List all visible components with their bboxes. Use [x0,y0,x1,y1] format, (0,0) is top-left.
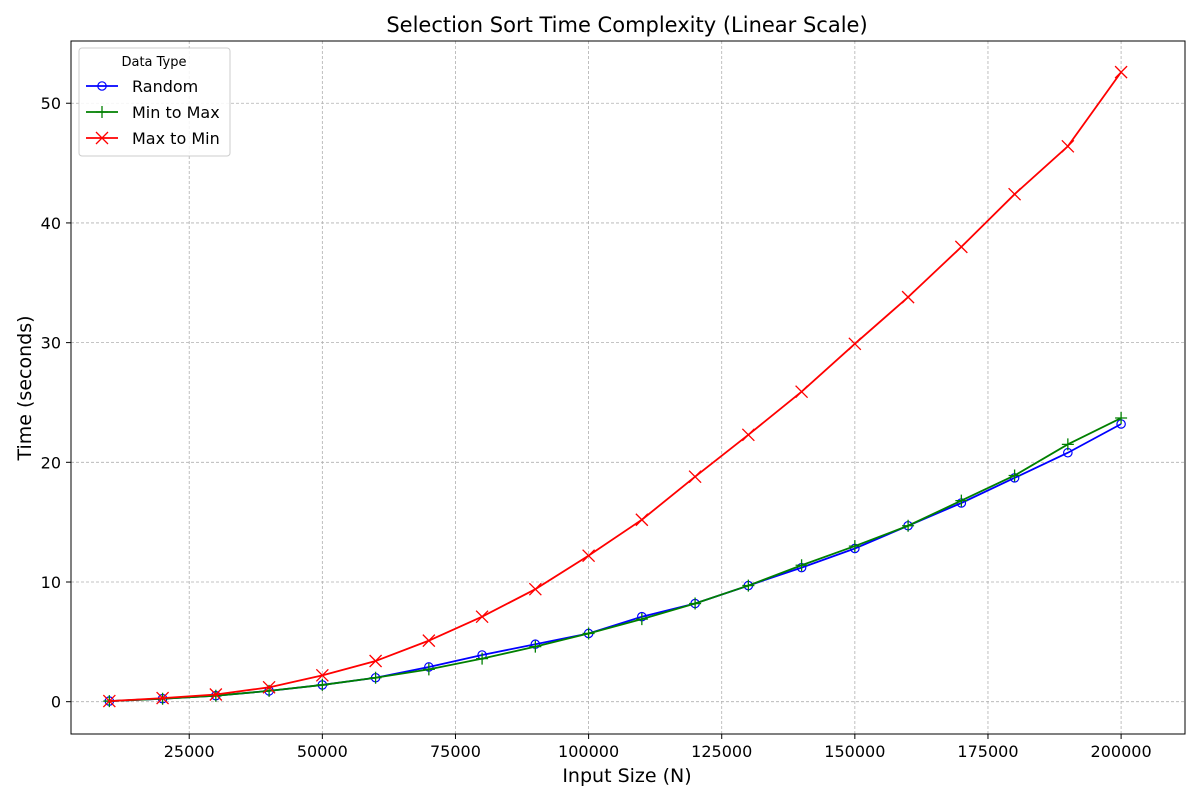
legend: Data Type Random Min to Max Max to Min [78,47,231,157]
data-point [795,559,808,572]
x-tick-label: 50000 [297,742,348,761]
data-point [1061,438,1074,451]
data-point [848,337,862,351]
y-tick-label: 10 [41,573,61,592]
x-tick-label: 100000 [558,742,619,761]
data-point [529,640,542,653]
x-tick-label: 150000 [824,742,885,761]
data-point [795,385,809,399]
legend-items: Random Min to Max Max to Min [86,77,220,148]
legend-title: Data Type [121,55,186,70]
data-point [369,671,382,684]
data-point [422,634,436,648]
data-point [955,494,968,507]
data-point [689,597,702,610]
series-layer [102,65,1128,708]
y-tick-label: 30 [41,334,61,353]
legend-label: Random [132,77,198,96]
legend-marker [96,106,108,118]
legend-label: Max to Min [132,129,220,148]
legend-label: Min to Max [132,103,220,122]
data-point [902,519,915,532]
data-point [422,663,435,676]
data-point [688,470,702,484]
data-point [954,240,968,254]
data-point [102,694,116,708]
x-tick-label: 175000 [957,742,1018,761]
series-line [109,417,1122,702]
data-point [316,678,329,691]
series-line [109,71,1122,702]
y-tick-label: 20 [41,453,61,472]
y-tick-label: 50 [41,94,61,113]
data-point [1008,187,1022,201]
x-tick-label: 125000 [691,742,752,761]
data-point [156,691,170,705]
data-point [582,627,595,640]
chart-title: Selection Sort Time Complexity (Linear S… [386,13,867,37]
data-point [528,582,542,596]
legend-item: Max to Min [86,129,220,148]
y-tick-label: 0 [51,693,61,712]
data-point [635,513,649,527]
legend-item: Random [86,77,198,96]
data-point [209,688,223,701]
series-max-to-min [102,65,1128,708]
x-tick-label: 25000 [164,742,215,761]
plot-frame [70,40,1186,735]
legend-item: Min to Max [86,103,220,122]
data-point [635,613,648,626]
data-point [476,652,489,665]
data-point [1114,65,1128,79]
data-point [741,428,755,442]
legend-marker [95,131,109,145]
data-point [315,668,329,682]
legend-box [78,47,231,157]
x-axis-label: Input Size (N) [562,765,691,787]
data-point [742,579,755,592]
y-tick-label: 40 [41,214,61,233]
data-point [262,680,276,694]
data-point [209,689,222,702]
data-point [475,610,489,624]
data-point [582,549,596,563]
x-tick-label: 75000 [430,742,481,761]
data-point [1008,469,1021,482]
data-point [1061,139,1075,153]
data-point [369,654,383,668]
grid [71,41,1185,734]
data-point [848,540,861,553]
ticks: 25000 50000 75000 100000 125000 150000 175000 2… [41,94,1152,761]
legend-marker [97,81,107,91]
y-axis-label: Time (seconds) [14,315,36,461]
data-point [1115,412,1128,425]
data-point [901,290,915,304]
x-tick-label: 200000 [1091,742,1152,761]
